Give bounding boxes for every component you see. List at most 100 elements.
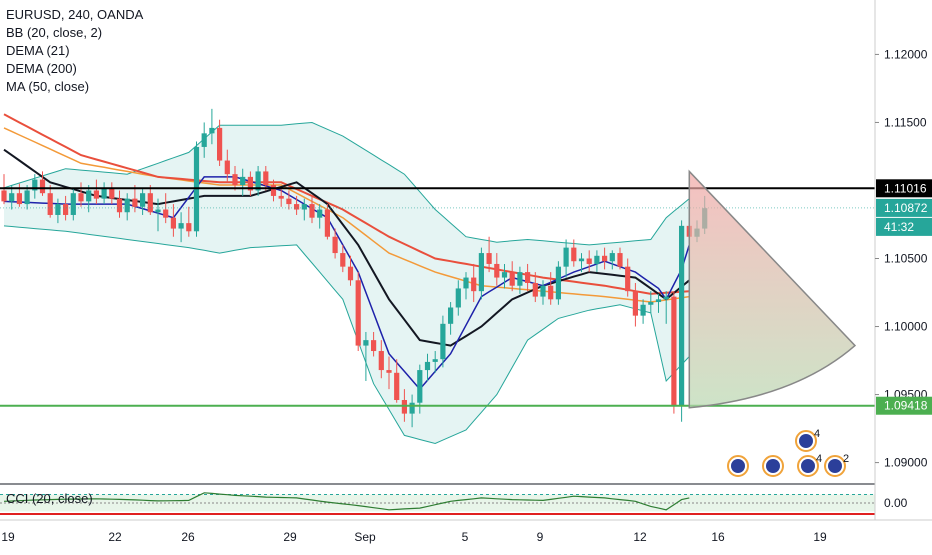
candle-body[interactable]: [525, 272, 531, 283]
candle-body[interactable]: [417, 370, 423, 403]
cci-line[interactable]: [3, 492, 690, 511]
legend-bb[interactable]: BB (20, close, 2): [6, 25, 103, 40]
candle-body[interactable]: [363, 340, 369, 346]
bb-lower-line[interactable]: [3, 225, 690, 445]
candle-body[interactable]: [378, 351, 384, 371]
candle-body[interactable]: [586, 258, 592, 264]
candle-body[interactable]: [371, 340, 377, 352]
candle-body[interactable]: [478, 253, 484, 292]
candle-body[interactable]: [294, 204, 300, 210]
candle-body[interactable]: [32, 179, 38, 191]
candle-body[interactable]: [355, 280, 361, 346]
candle-body[interactable]: [440, 323, 446, 360]
candle-body[interactable]: [1, 190, 7, 202]
candle-body[interactable]: [540, 285, 546, 297]
candle-body[interactable]: [39, 179, 46, 194]
candle-body[interactable]: [317, 209, 323, 218]
candle-body[interactable]: [178, 223, 184, 229]
candle-body[interactable]: [240, 176, 246, 186]
bb-upper-line[interactable]: [3, 121, 690, 246]
candle-body[interactable]: [563, 247, 569, 267]
bb-middle-line[interactable]: [3, 127, 690, 303]
candle-body[interactable]: [309, 204, 315, 218]
candle-body[interactable]: [409, 402, 415, 414]
candle-body[interactable]: [78, 193, 84, 202]
candle-body[interactable]: [116, 198, 123, 213]
candle-body[interactable]: [401, 400, 407, 414]
candle-body[interactable]: [278, 195, 284, 199]
candle-body[interactable]: [24, 190, 30, 205]
candle-body[interactable]: [347, 266, 354, 281]
candle-body[interactable]: [170, 217, 176, 229]
legend-symbol[interactable]: EURUSD, 240, OANDA: [6, 7, 144, 22]
candle-body[interactable]: [494, 263, 500, 278]
candle-body[interactable]: [47, 193, 53, 215]
candle-body[interactable]: [286, 198, 292, 205]
candle-body[interactable]: [55, 204, 61, 215]
candle-body[interactable]: [224, 160, 230, 175]
candle-body[interactable]: [340, 253, 346, 267]
candle-body[interactable]: [155, 209, 161, 213]
candle-body[interactable]: [548, 285, 554, 300]
candle-body[interactable]: [578, 258, 585, 262]
candle-body[interactable]: [217, 127, 223, 161]
cci-legend[interactable]: CCI (20, close): [6, 491, 93, 506]
candle-body[interactable]: [386, 370, 392, 373]
candle-body[interactable]: [625, 266, 631, 292]
candle-body[interactable]: [324, 209, 330, 237]
legend-ma50[interactable]: MA (50, close): [6, 79, 90, 94]
projection-triangle[interactable]: [688, 169, 857, 409]
candle-body[interactable]: [448, 307, 454, 324]
candle-body[interactable]: [455, 288, 461, 308]
candle-body[interactable]: [609, 253, 615, 262]
legend-dema21[interactable]: DEMA (21): [6, 43, 70, 58]
candle-body[interactable]: [140, 193, 146, 207]
legend-dema200[interactable]: DEMA (200): [6, 61, 77, 76]
candle-body[interactable]: [640, 304, 646, 316]
candle-body[interactable]: [186, 223, 192, 232]
candle-body[interactable]: [301, 204, 307, 210]
candle-body[interactable]: [555, 266, 561, 300]
candle-body[interactable]: [571, 247, 577, 262]
candle-body[interactable]: [679, 225, 685, 406]
candle-body[interactable]: [509, 272, 515, 286]
candle-body[interactable]: [671, 296, 677, 406]
candle-body[interactable]: [501, 272, 508, 278]
candle-body[interactable]: [332, 236, 338, 254]
candle-body[interactable]: [9, 193, 15, 202]
candle-body[interactable]: [255, 171, 261, 191]
ma50-line[interactable]: [3, 113, 690, 295]
candle-body[interactable]: [63, 204, 69, 215]
candle-body[interactable]: [132, 198, 138, 207]
candle-body[interactable]: [594, 255, 600, 264]
candle-body[interactable]: [124, 198, 130, 213]
candle-body[interactable]: [109, 187, 115, 199]
candle-body[interactable]: [663, 296, 669, 300]
candle-body[interactable]: [532, 282, 538, 297]
candle-body[interactable]: [602, 255, 608, 262]
candle-body[interactable]: [232, 174, 238, 186]
candle-body[interactable]: [517, 272, 523, 286]
candle-body[interactable]: [655, 299, 662, 303]
candle-body[interactable]: [617, 253, 623, 267]
candle-body[interactable]: [201, 133, 207, 147]
candle-body[interactable]: [270, 185, 277, 196]
candle-body[interactable]: [163, 209, 169, 218]
candle-body[interactable]: [247, 176, 253, 191]
candle-body[interactable]: [424, 361, 431, 371]
candle-body[interactable]: [70, 193, 76, 215]
candle-body[interactable]: [147, 193, 153, 213]
candle-body[interactable]: [432, 359, 438, 362]
candle-body[interactable]: [486, 253, 492, 264]
candle-body[interactable]: [16, 193, 22, 205]
candle-body[interactable]: [648, 302, 654, 305]
candle-body[interactable]: [632, 291, 638, 316]
candle-body[interactable]: [471, 277, 477, 292]
candle-body[interactable]: [209, 127, 215, 134]
candle-body[interactable]: [93, 190, 99, 199]
candle-body[interactable]: [101, 187, 107, 199]
candle-body[interactable]: [86, 190, 92, 202]
candle-body[interactable]: [463, 277, 469, 289]
